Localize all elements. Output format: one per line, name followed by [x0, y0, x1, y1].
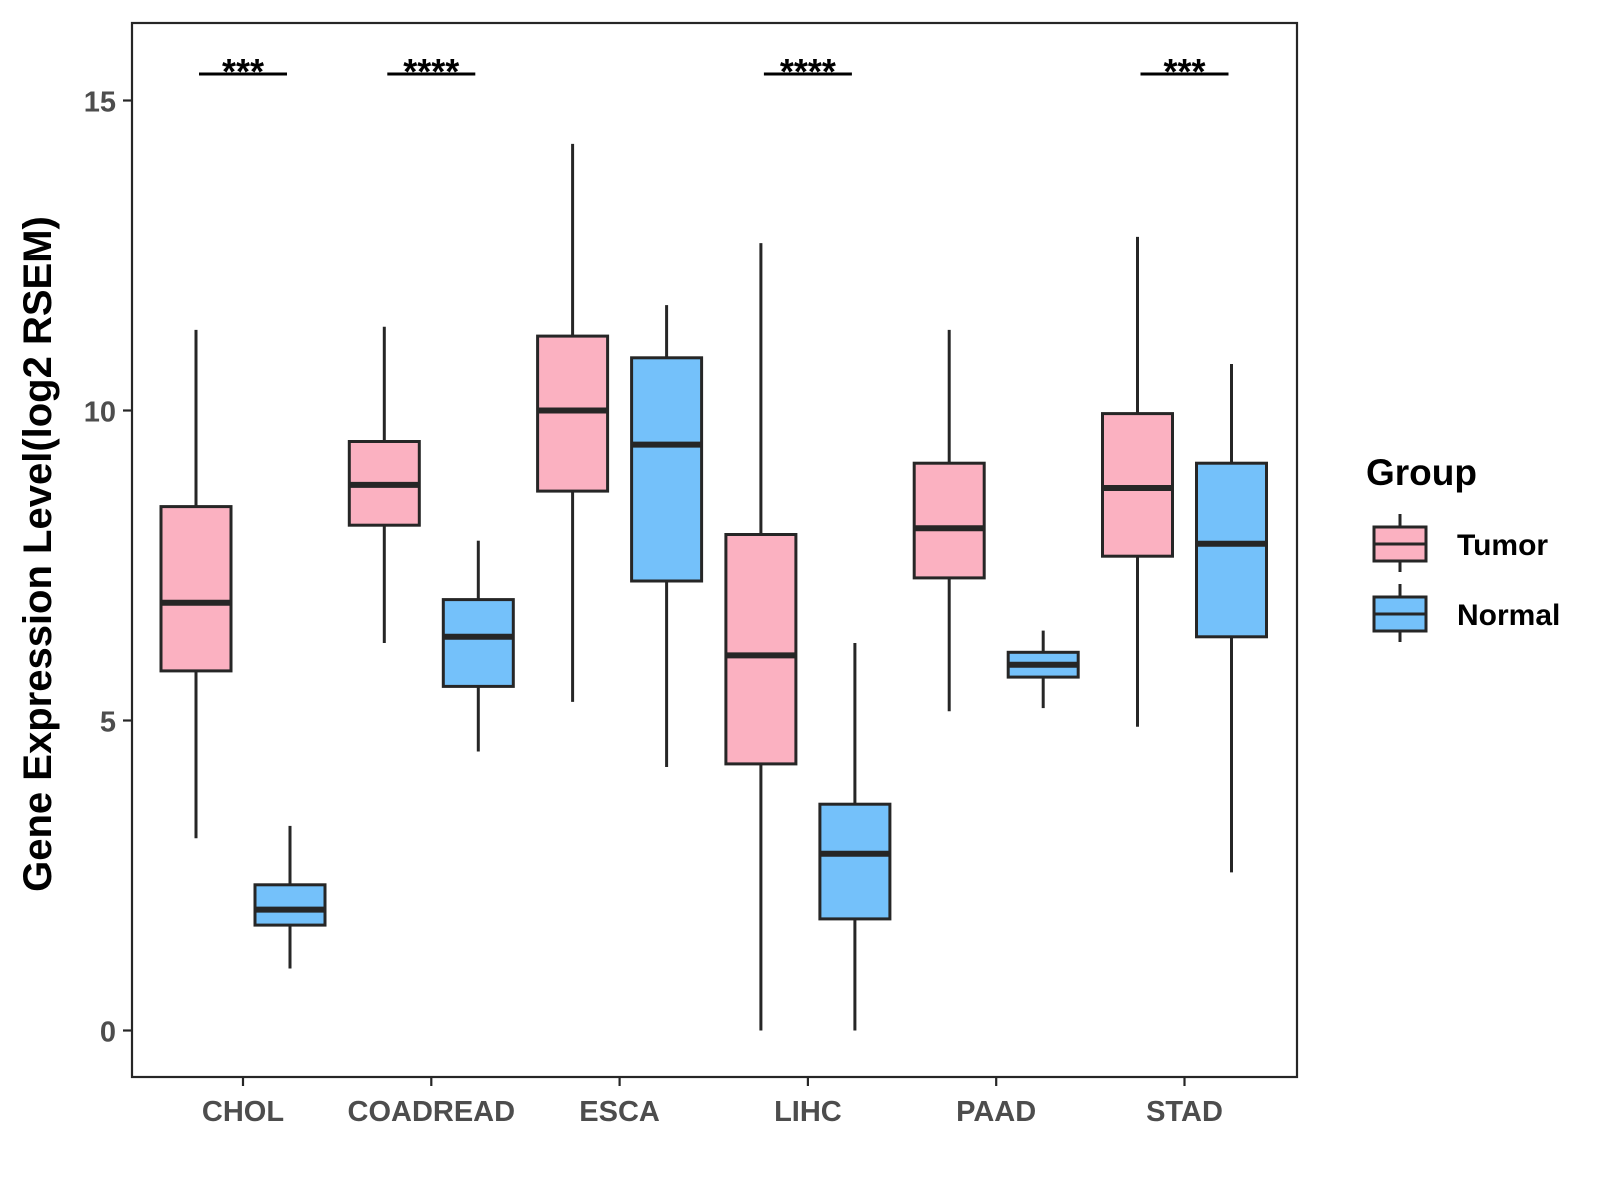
- box-body: [253, 883, 327, 927]
- significance-label: ****: [403, 51, 459, 92]
- box-body: [536, 334, 610, 493]
- legend-entry-tumor: Tumor: [1372, 514, 1548, 572]
- box-body: [724, 533, 798, 766]
- box-normal-lihc: [818, 643, 892, 1031]
- box-body: [630, 356, 704, 583]
- legend: Group Tumor Normal: [1366, 452, 1560, 642]
- y-axis-title: Gene Expression Level(log2 RSEM): [16, 216, 60, 892]
- y-tick-label: 0: [100, 1017, 116, 1049]
- box-body: [818, 802, 892, 921]
- significance-label: ****: [780, 51, 836, 92]
- box-body: [1195, 461, 1268, 639]
- y-tick-label: 10: [84, 397, 116, 429]
- box-normal-esca: [630, 305, 704, 767]
- x-tick-label-coadread: COADREAD: [348, 1096, 516, 1128]
- box-body: [1101, 412, 1174, 558]
- box-normal-paad: [1006, 630, 1080, 709]
- y-tick-label: 5: [100, 707, 116, 739]
- box-normal-chol: [253, 825, 327, 969]
- legend-label: Normal: [1457, 599, 1560, 632]
- x-tick-label-paad: PAAD: [956, 1096, 1036, 1128]
- legend-label: Tumor: [1457, 529, 1548, 562]
- box-body: [912, 461, 986, 580]
- panel-border: [130, 21, 1299, 1079]
- box-body: [159, 505, 233, 673]
- legend-entry-normal: Normal: [1372, 584, 1560, 642]
- box-tumor-paad: [912, 329, 986, 712]
- x-tick-label-stad: STAD: [1146, 1096, 1223, 1128]
- significance-label: ***: [222, 51, 264, 92]
- x-tick-label-esca: ESCA: [579, 1096, 660, 1128]
- box-tumor-coadread: [347, 326, 421, 643]
- box-normal-coadread: [441, 540, 515, 752]
- box-body: [441, 598, 515, 688]
- box-tumor-chol: [159, 329, 233, 839]
- box-normal-stad: [1195, 364, 1268, 873]
- y-tick-label: 15: [84, 87, 116, 119]
- x-tick-label-chol: CHOL: [202, 1096, 284, 1128]
- significance-label: ***: [1163, 51, 1205, 92]
- x-tick-label-lihc: LIHC: [774, 1096, 842, 1128]
- box-tumor-stad: [1101, 236, 1174, 727]
- box-tumor-lihc: [724, 243, 798, 1031]
- box-tumor-esca: [536, 143, 610, 702]
- legend-title: Group: [1366, 452, 1477, 493]
